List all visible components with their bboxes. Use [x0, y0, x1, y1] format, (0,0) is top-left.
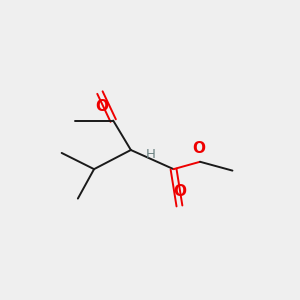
- Text: O: O: [95, 99, 108, 114]
- Text: O: O: [173, 184, 186, 200]
- Text: O: O: [192, 142, 205, 157]
- Text: H: H: [146, 148, 156, 161]
